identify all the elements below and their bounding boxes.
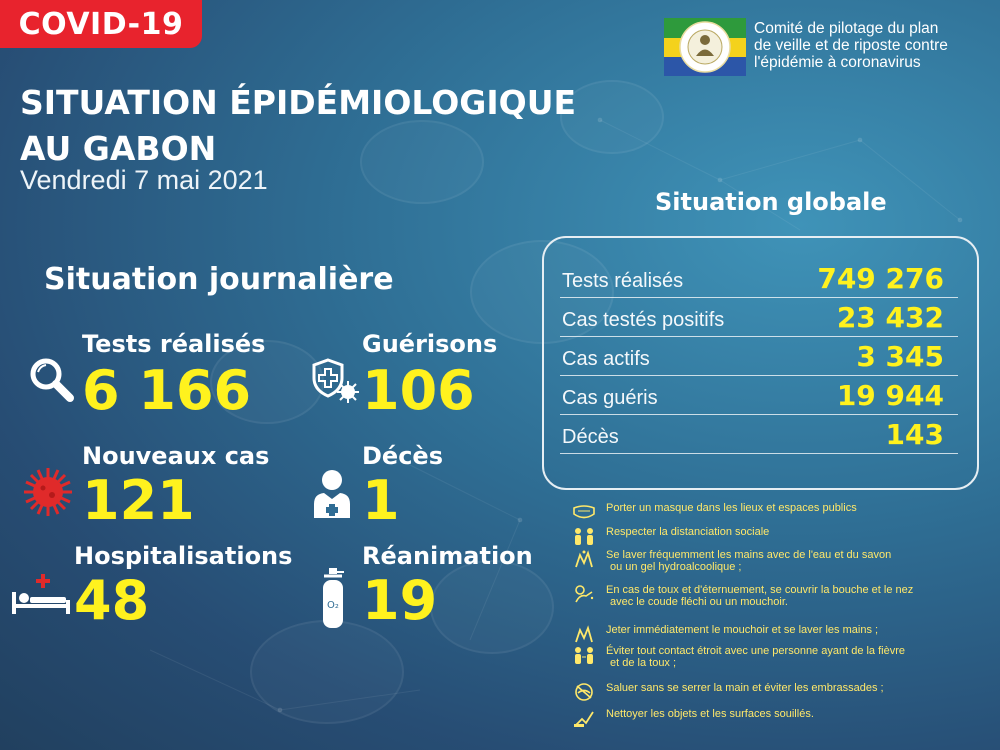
advice-text: Saluer sans se serrer la main et éviter … [606,682,884,694]
oxygen-tank-icon: O₂ [323,568,344,628]
global-row-label: Tests réalisés [562,270,684,292]
daily-hospitalisations-value: 48 [74,569,150,632]
daily-new-cases-label: Nouveaux cas [82,442,270,470]
mask-icon [573,505,595,519]
page-title: SITUATION ÉPIDÉMIOLOGIQUE AU GABON [20,80,576,172]
page-title-line2: AU GABON [20,129,217,168]
committee-name: Comité de pilotage du plan de veille et … [754,20,994,71]
background-virus-cell [250,620,404,724]
daily-tests-value: 6 166 [82,359,252,422]
advice-text-line2: avec le coude fléchi ou un mouchoir. [610,596,788,608]
global-summary-box: Tests réalisés 749 276 Cas testés positi… [542,236,979,490]
global-row-value: 3 345 [856,340,944,373]
global-row-value: 23 432 [836,301,944,334]
global-row: Cas testés positifs 23 432 [560,297,958,337]
global-row: Cas actifs 3 345 [560,336,958,376]
advice-text: Se laver fréquemment les mains avec de l… [606,549,966,573]
daily-recoveries-value: 106 [362,359,475,422]
global-row: Cas guéris 19 944 [560,375,958,415]
committee-line1: Comité de pilotage du plan [754,20,939,37]
global-heading: Situation globale [655,188,887,216]
global-row: Décès 143 [560,414,958,454]
daily-new-cases-value: 121 [82,469,195,532]
coronavirus-icon [24,468,72,516]
global-row-value: 143 [885,418,944,451]
global-row: Tests réalisés 749 276 [560,258,958,298]
daily-recoveries-label: Guérisons [362,330,498,358]
global-row-label: Cas guéris [562,387,658,409]
advice-text: Respecter la distanciation sociale [606,526,770,538]
magnifier-icon [30,358,74,402]
background-virus-cell [430,560,554,654]
daily-tests-label: Tests réalisés [82,330,266,358]
advice-text: Porter un masque dans les lieux et espac… [606,502,857,514]
cough-icon [575,585,594,603]
svg-text:O₂: O₂ [327,600,339,611]
report-date: Vendredi 7 mai 2021 [20,165,268,195]
shield-virus-icon [312,358,359,403]
background-virus-cell [560,80,664,154]
global-row-label: Cas testés positifs [562,309,725,331]
committee-line3: l'épidémie à coronavirus [754,54,921,71]
daily-hospitalisations-label: Hospitalisations [74,542,293,570]
daily-icu-value: 19 [362,569,438,632]
daily-deaths-value: 1 [362,469,400,532]
committee-line2: de veille et de riposte contre [754,37,948,54]
global-row-label: Décès [562,426,619,448]
global-row-value: 19 944 [836,379,944,412]
tissue-icon [575,625,593,643]
advice-text: En cas de toux et d'éternuement, se couv… [606,584,966,608]
advice-text-line1: Éviter tout contact étroit avec une pers… [606,645,906,657]
global-row-value: 749 276 [817,262,944,295]
gabon-coat-of-arms-logo [664,18,746,76]
distancing-icon [575,528,593,545]
daily-deaths-label: Décès [362,442,443,470]
advice-text: Jeter immédiatement le mouchoir et se la… [606,624,879,636]
handwash-icon [575,550,593,568]
avoid-contact-icon [575,647,593,664]
advice-text-line1: En cas de toux et d'éternuement, se couv… [606,584,914,596]
daily-heading: Situation journalière [44,262,394,297]
covid-badge: COVID-19 [0,0,202,48]
cleaning-icon [574,711,594,727]
advice-text-line2: et de la toux ; [610,657,677,669]
hospital-bed-icon [12,574,70,614]
patient-icon [314,470,350,518]
advice-text-line2: ou un gel hydroalcoolique ; [610,561,742,573]
advice-text: Éviter tout contact étroit avec une pers… [606,645,966,669]
global-row-label: Cas actifs [562,348,650,370]
page-title-line1: SITUATION ÉPIDÉMIOLOGIQUE [20,83,577,122]
no-handshake-icon [575,683,593,701]
advice-text-line1: Se laver fréquemment les mains avec de l… [606,549,892,561]
advice-text: Nettoyer les objets et les surfaces soui… [606,708,814,720]
daily-icu-label: Réanimation [362,542,533,570]
background-virus-cell [360,120,484,204]
